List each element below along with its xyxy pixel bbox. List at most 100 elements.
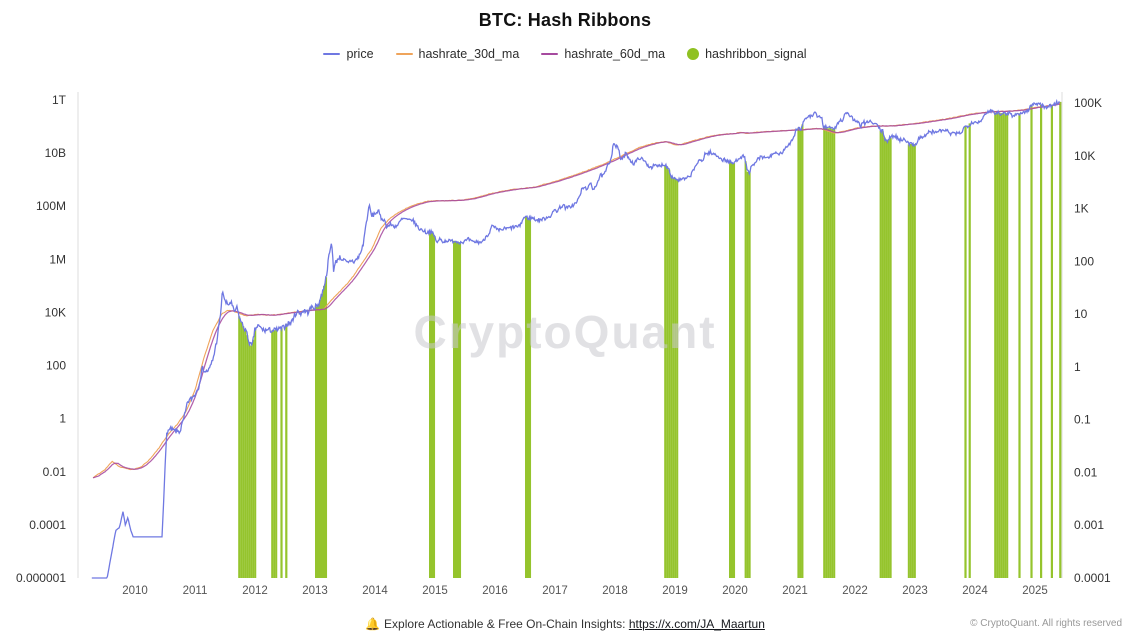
right-axis-tick-label: 1 [1074, 360, 1081, 374]
hashrate-30d-ma-line [92, 102, 1061, 479]
legend-item-hashrate-30d-ma[interactable]: hashrate_30d_ma [395, 47, 519, 61]
right-axis-tick-label: 10 [1074, 307, 1088, 321]
hashribbon-signal-bar [273, 330, 276, 578]
hashribbon-signal-bar [254, 328, 257, 578]
left-axis-tick-label: 0.0001 [29, 518, 66, 532]
left-axis-tick-label: 100M [36, 199, 66, 213]
hashribbon-signal-bar [887, 139, 890, 578]
hashribbon-signal-bar [1030, 104, 1033, 578]
x-axis-tick-label: 2012 [242, 585, 268, 597]
footer-link[interactable]: https://x.com/JA_Maartun [628, 617, 765, 631]
hashribbon-signal-bar [248, 342, 251, 578]
hashribbon-signal-bar [823, 126, 826, 579]
hashribbon-signal-bar [325, 277, 328, 578]
hashribbon-signal-bar [1000, 113, 1003, 578]
hashribbon-signal-bar [996, 112, 999, 579]
x-axis-tick-label: 2020 [722, 585, 748, 597]
hashribbon-signal-bar [968, 123, 971, 579]
hashribbon-signal-bar [907, 144, 910, 578]
legend-item-hashribbon-signal[interactable]: hashribbon_signal [687, 47, 807, 61]
hashribbon-signal-bar [731, 162, 734, 578]
legend-item-hashrate-60d-ma[interactable]: hashrate_60d_ma [541, 47, 665, 61]
hashribbon-signal-bar [831, 128, 834, 579]
hashribbon-signal-bar [433, 235, 436, 578]
hashribbon-signal-bar [240, 321, 243, 578]
right-axis-tick-label: 0.01 [1074, 465, 1098, 479]
hashribbon-signal-bar [244, 329, 247, 578]
hashrate-60d-line-marker-icon [541, 53, 559, 55]
hashribbon-signal-bar [676, 179, 679, 578]
hashribbon-signal-bar [280, 328, 283, 578]
legend-item-price[interactable]: price [323, 47, 374, 61]
hashribbon-signal-bar [672, 177, 675, 578]
right-axis-tick-label: 100K [1074, 96, 1102, 110]
hashribbon-signal-bar [429, 231, 432, 578]
hashribbon-signal-bar [1050, 104, 1053, 578]
hashribbon-signal-bar [748, 171, 751, 578]
hashribbon-signal-bar [733, 163, 736, 578]
left-axis-tick-label: 10K [45, 305, 66, 319]
price-line [91, 98, 1061, 579]
hashribbon-signal-bar [1006, 113, 1009, 578]
price-line-marker-icon [323, 53, 341, 55]
right-axis-tick-label: 0.001 [1074, 518, 1104, 532]
hashribbon-signal-bar [909, 144, 912, 578]
right-axis-tick-label: 10K [1074, 149, 1095, 163]
hashribbon-signal-bar [994, 112, 997, 579]
hashribbon-signal-bar [275, 329, 278, 578]
right-axis-tick-label: 1K [1074, 202, 1089, 216]
hashribbon-signal-bar [455, 241, 458, 579]
hashribbon-signal-bar [238, 316, 241, 578]
x-axis-tick-label: 2021 [782, 585, 808, 597]
hashribbon-signal-bar [825, 127, 828, 578]
hashribbon-signal-bar [271, 330, 274, 578]
footer-insights: 🔔 Explore Actionable & Free On-Chain Insi… [0, 617, 1130, 631]
x-axis-tick-label: 2014 [362, 585, 388, 597]
hashribbon-signal-bar [1004, 114, 1007, 578]
x-axis-tick-label: 2023 [902, 585, 928, 597]
hashribbon-signal-bar [431, 233, 434, 578]
footer-text: Explore Actionable & Free On-Chain Insig… [384, 617, 629, 631]
x-axis-tick-label: 2018 [602, 585, 628, 597]
x-axis-tick-label: 2016 [482, 585, 508, 597]
hashribbon-signal-bar [729, 162, 732, 579]
hashrate-60d-ma-line [92, 103, 1061, 479]
hashribbon-signal-bar [801, 124, 804, 579]
x-axis-tick-label: 2010 [122, 585, 148, 597]
right-axis-tick-label: 0.0001 [1074, 571, 1111, 585]
hashribbon-signal-bar [668, 169, 671, 578]
hashribbon-signal-bar [285, 323, 288, 578]
hashribbon-signal-bar [827, 128, 830, 579]
copyright-text: © CryptoQuant. All rights reserved [970, 618, 1122, 629]
x-axis-tick-label: 2019 [662, 585, 688, 597]
hashribbon-signal-bar [885, 140, 888, 579]
bell-icon: 🔔 [365, 617, 381, 631]
hashribbon-signal-bar [319, 299, 322, 578]
hashribbon-signal-bar [317, 304, 320, 578]
hashribbon-signal-bar [1018, 113, 1021, 579]
hashribbon-signal-bar [746, 171, 749, 578]
hashribbon-signal-bar [911, 144, 914, 578]
watermark: CryptoQuant [413, 306, 716, 358]
hashribbon-signal-bar [879, 130, 882, 579]
left-axis-tick-label: 0.01 [43, 465, 67, 479]
hashribbon-signal-bar [1040, 104, 1043, 579]
hashribbon-signal-bar [323, 285, 326, 578]
hashribbon-signal-bar [250, 345, 253, 578]
left-axis-tick-label: 1T [52, 93, 67, 107]
hashribbon-signal-bar [246, 335, 249, 578]
hashribbon-signal-bar [1059, 101, 1062, 579]
hashrate-30d-line-marker-icon [395, 53, 413, 55]
chart-legend: price hashrate_30d_ma hashrate_60d_ma ha… [0, 47, 1130, 61]
hashribbon-signal-bar [674, 178, 677, 578]
hashribbon-signal-bar [525, 216, 528, 579]
hashribbon-signal-bar [833, 128, 836, 579]
x-axis-tick-label: 2013 [302, 585, 328, 597]
hashribbon-signal-bar [883, 137, 886, 578]
hashribbon-signal-bar [797, 127, 800, 579]
hashribbon-signal-bar [664, 165, 667, 578]
right-axis-tick-label: 0.1 [1074, 413, 1091, 427]
hashribbon-signal-bar [744, 161, 747, 579]
hashribbon-signal-bar [527, 218, 530, 578]
